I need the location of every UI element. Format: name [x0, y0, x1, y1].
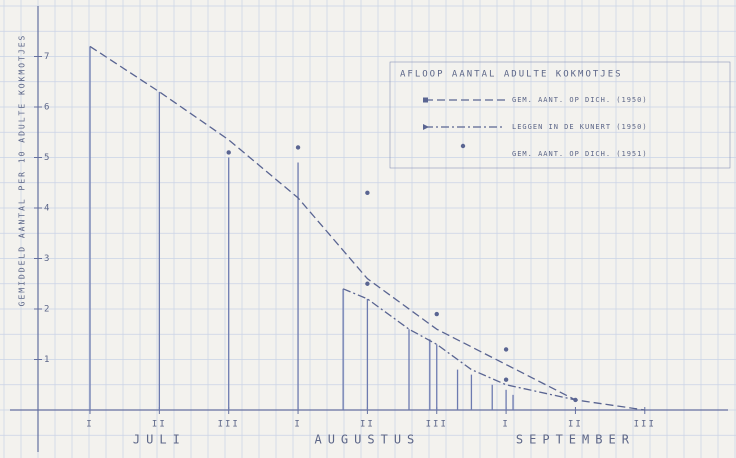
y-tick-label: 4	[44, 204, 51, 214]
legend-title: AFLOOP AANTAL ADULTE KOKMOTJES	[400, 70, 623, 80]
legend-label: GEM. AANT. OP DICH. (1951)	[512, 150, 648, 158]
x-tick-label: III	[634, 420, 656, 430]
legend-marker	[423, 124, 429, 130]
y-tick-label: 7	[44, 52, 51, 62]
x-tick-label: II	[152, 420, 167, 430]
month-label: SEPTEMBER	[516, 433, 635, 447]
marker	[503, 377, 509, 382]
y-axis-label: GEMIDDELD AANTAL PER 10 ADULTE KOKMOTJES	[18, 34, 27, 307]
month-label: JULI	[133, 433, 186, 447]
legend-marker	[460, 143, 466, 149]
legend-label: LEGGEN IN DE KUNERT (1950)	[512, 123, 648, 131]
y-tick-label: 1	[44, 355, 51, 365]
x-tick-label: II	[360, 420, 375, 430]
marker	[503, 347, 509, 352]
legend-marker	[423, 97, 428, 103]
legend-box	[389, 61, 731, 169]
x-tick-label: III	[218, 420, 240, 430]
legend-label: GEM. AANT. OP DICH. (1950)	[512, 96, 648, 104]
x-tick-label: I	[86, 420, 93, 430]
y-tick-label: 5	[44, 153, 51, 163]
x-tick-label: I	[502, 420, 509, 430]
marker	[434, 311, 439, 317]
x-tick-label: I	[294, 420, 301, 430]
series-line	[89, 45, 645, 411]
marker	[365, 190, 370, 196]
marker	[295, 145, 301, 150]
month-label: AUGUSTUS	[314, 433, 420, 447]
marker	[226, 150, 231, 155]
marker	[365, 281, 370, 286]
y-tick-label: 3	[44, 254, 51, 264]
x-tick-label: II	[568, 420, 583, 430]
y-tick-label: 6	[44, 103, 51, 113]
y-tick-label: 2	[44, 305, 51, 315]
marker	[573, 397, 578, 403]
x-tick-label: III	[426, 420, 448, 430]
